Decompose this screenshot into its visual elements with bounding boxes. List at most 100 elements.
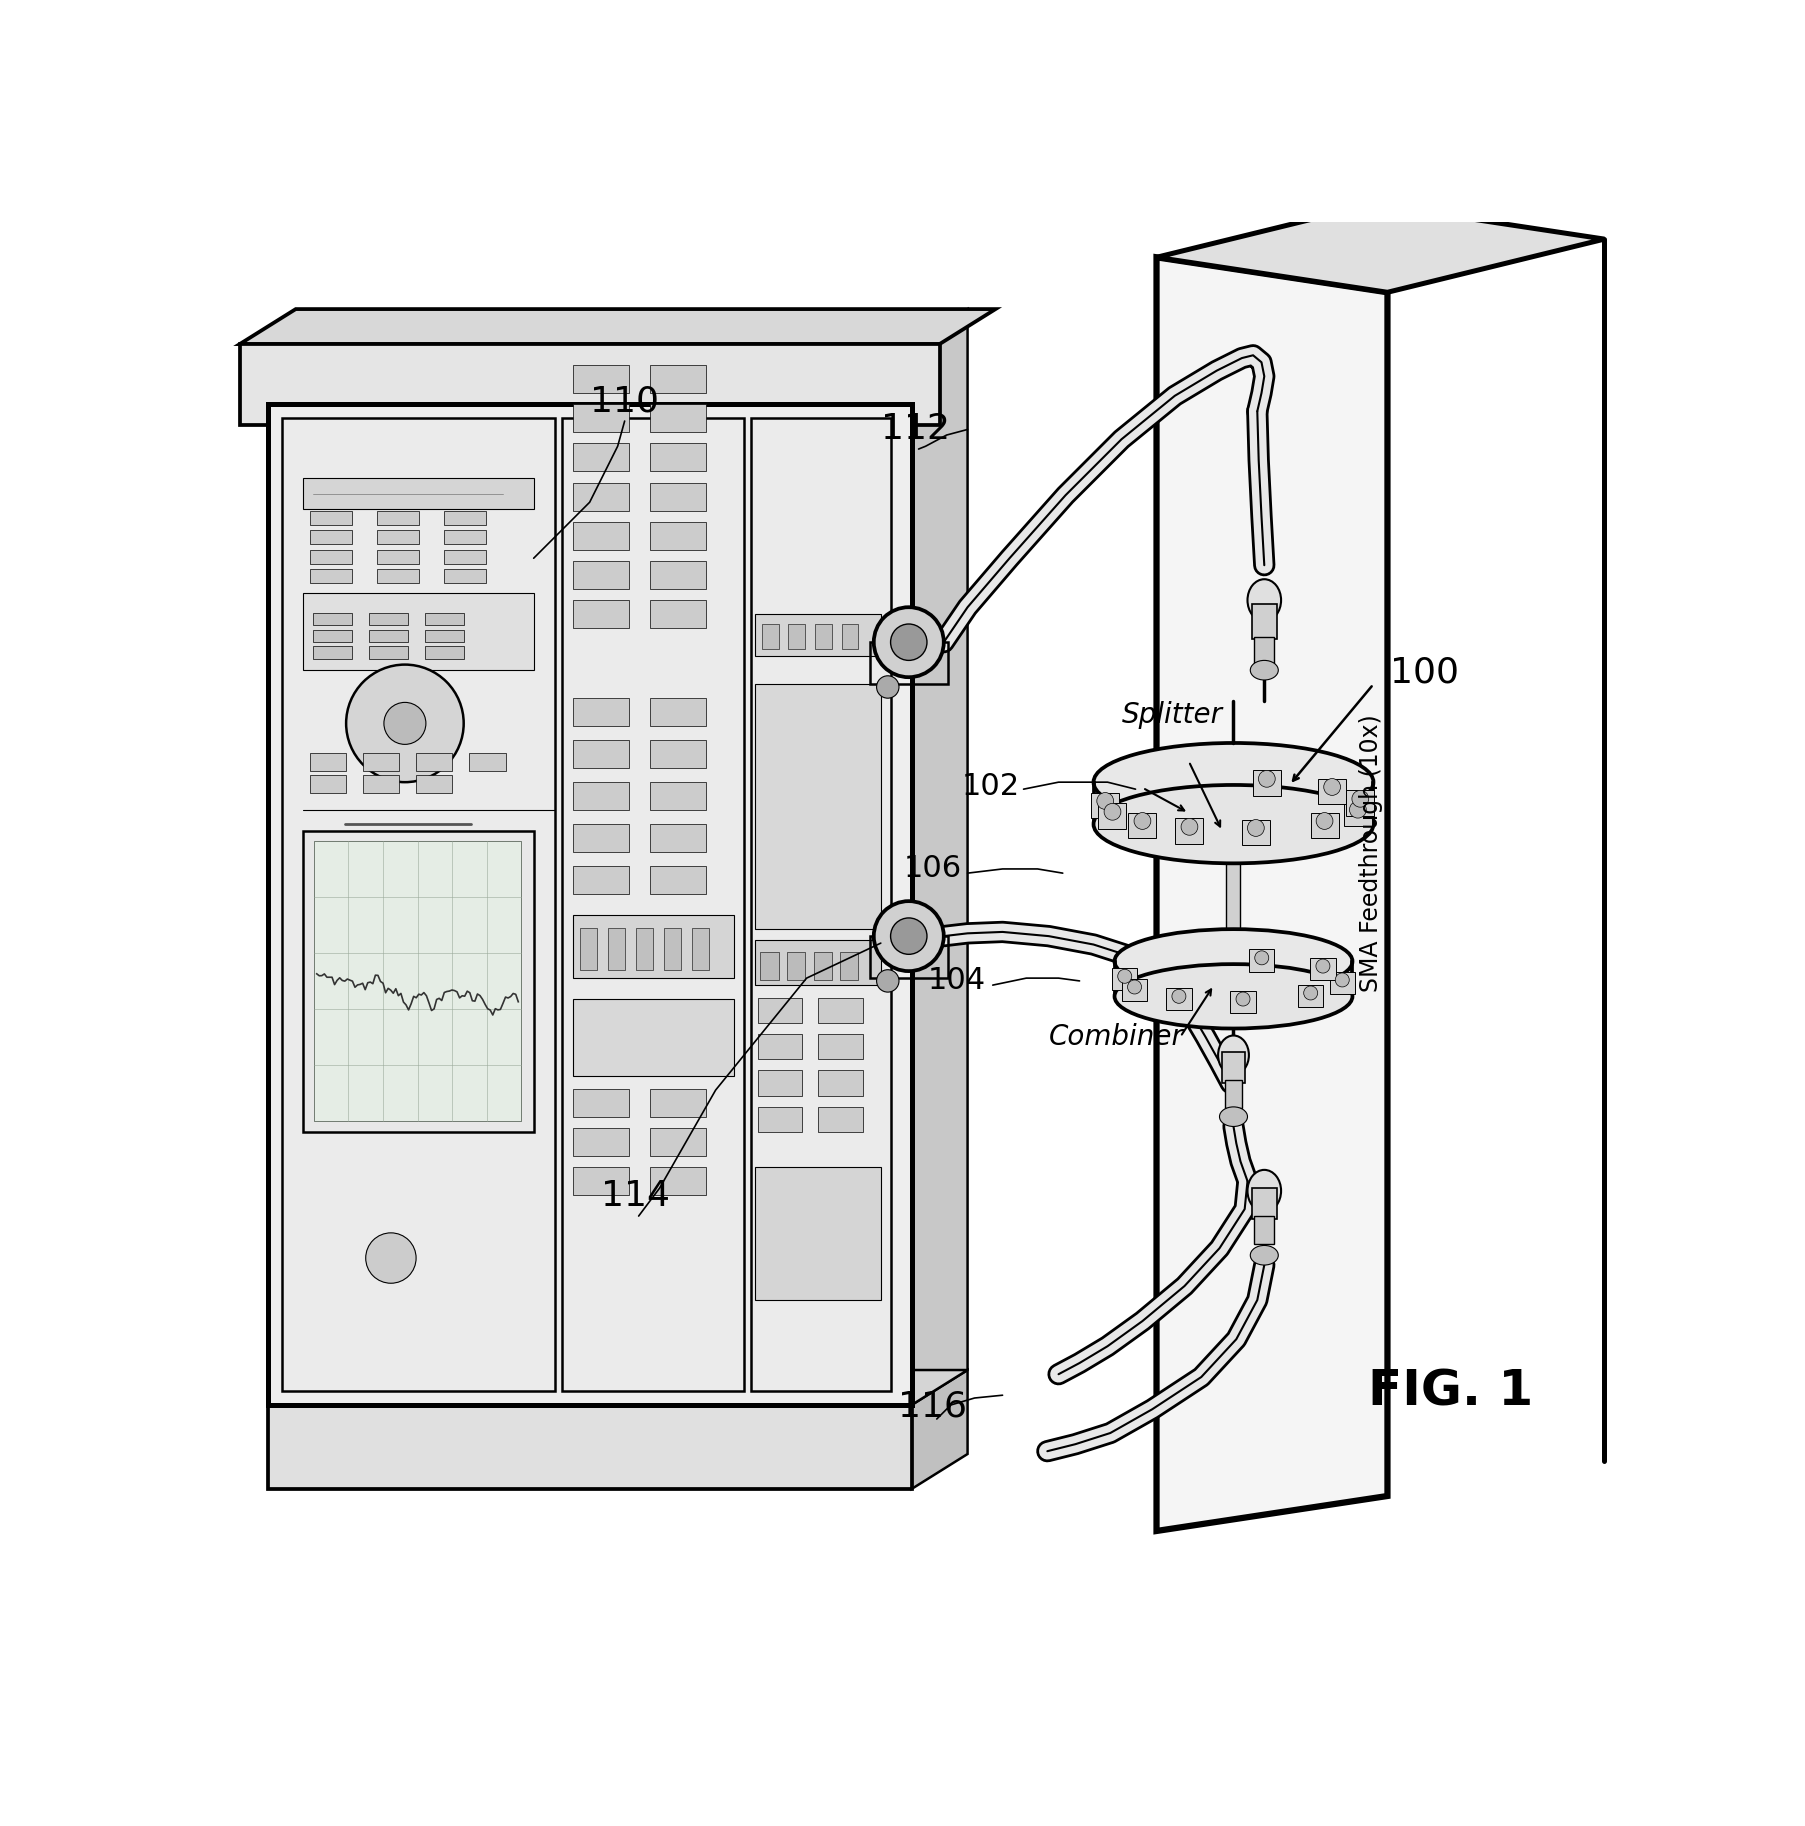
- Bar: [758, 1070, 801, 1096]
- Bar: [368, 630, 408, 643]
- Ellipse shape: [1254, 951, 1269, 964]
- Text: 116: 116: [897, 1390, 966, 1422]
- Bar: [650, 782, 706, 811]
- Bar: [841, 624, 857, 650]
- Bar: [1328, 971, 1354, 993]
- Bar: [310, 776, 347, 792]
- Bar: [814, 951, 832, 979]
- Bar: [444, 511, 486, 524]
- Bar: [1345, 791, 1374, 816]
- Bar: [1128, 813, 1155, 838]
- Text: Combiner: Combiner: [1049, 1023, 1182, 1052]
- Ellipse shape: [875, 676, 899, 698]
- Bar: [572, 999, 733, 1076]
- Bar: [572, 404, 628, 433]
- Ellipse shape: [1117, 970, 1132, 982]
- Bar: [650, 482, 706, 511]
- Polygon shape: [240, 309, 995, 343]
- Polygon shape: [1155, 205, 1603, 292]
- Bar: [758, 1034, 801, 1059]
- Ellipse shape: [1323, 778, 1339, 796]
- Ellipse shape: [1334, 973, 1348, 986]
- Bar: [650, 740, 706, 769]
- Bar: [650, 824, 706, 853]
- Polygon shape: [1114, 960, 1352, 997]
- Polygon shape: [912, 1370, 967, 1488]
- Bar: [572, 601, 628, 628]
- Polygon shape: [267, 1370, 967, 1404]
- Bar: [572, 1128, 628, 1156]
- Ellipse shape: [875, 970, 899, 992]
- Text: 102: 102: [960, 772, 1018, 802]
- Bar: [650, 698, 706, 727]
- Bar: [368, 614, 408, 624]
- Text: 104: 104: [928, 966, 986, 995]
- Ellipse shape: [1249, 661, 1278, 679]
- Ellipse shape: [1171, 990, 1186, 1002]
- Bar: [1090, 792, 1119, 818]
- Text: 100: 100: [1390, 656, 1458, 690]
- Bar: [377, 550, 419, 564]
- Bar: [1226, 824, 1240, 929]
- Bar: [664, 928, 680, 970]
- Bar: [1224, 1081, 1242, 1108]
- Ellipse shape: [874, 608, 944, 677]
- Bar: [818, 1107, 863, 1132]
- Bar: [310, 550, 352, 564]
- Bar: [870, 937, 948, 979]
- Bar: [1253, 771, 1280, 796]
- Bar: [789, 624, 805, 650]
- Ellipse shape: [1235, 992, 1249, 1006]
- Bar: [572, 866, 628, 895]
- Bar: [444, 550, 486, 564]
- Bar: [424, 630, 464, 643]
- Bar: [303, 593, 534, 670]
- Bar: [754, 1167, 881, 1300]
- Ellipse shape: [384, 703, 426, 745]
- Bar: [650, 404, 706, 433]
- Bar: [758, 1107, 801, 1132]
- Bar: [650, 365, 706, 393]
- Ellipse shape: [890, 624, 926, 661]
- Ellipse shape: [1114, 929, 1352, 993]
- Bar: [1112, 968, 1137, 990]
- Bar: [650, 522, 706, 550]
- Bar: [424, 646, 464, 659]
- Bar: [760, 951, 778, 979]
- Bar: [314, 842, 522, 1121]
- Bar: [870, 643, 948, 685]
- Bar: [444, 570, 486, 584]
- Bar: [572, 824, 628, 853]
- Polygon shape: [1094, 782, 1372, 824]
- Bar: [1254, 1216, 1273, 1244]
- Bar: [363, 776, 399, 792]
- Bar: [469, 752, 505, 771]
- Bar: [650, 1088, 706, 1118]
- Bar: [1298, 984, 1323, 1006]
- Ellipse shape: [1249, 1245, 1278, 1265]
- Bar: [839, 951, 857, 979]
- Bar: [1251, 1189, 1276, 1220]
- Ellipse shape: [1094, 743, 1372, 822]
- Text: 110: 110: [590, 383, 659, 418]
- Ellipse shape: [1348, 802, 1366, 818]
- Ellipse shape: [1217, 1035, 1249, 1076]
- Bar: [691, 928, 708, 970]
- Bar: [572, 522, 628, 550]
- Bar: [561, 418, 744, 1391]
- Bar: [312, 630, 352, 643]
- Bar: [572, 915, 733, 979]
- Bar: [240, 343, 939, 425]
- Text: 114: 114: [601, 1180, 670, 1212]
- Bar: [650, 1128, 706, 1156]
- Ellipse shape: [1247, 1170, 1280, 1212]
- Bar: [1166, 988, 1191, 1010]
- Ellipse shape: [365, 1233, 415, 1284]
- Bar: [312, 614, 352, 624]
- Bar: [572, 1167, 628, 1194]
- Bar: [424, 614, 464, 624]
- Ellipse shape: [1247, 820, 1264, 836]
- Bar: [751, 418, 890, 1391]
- Bar: [1249, 950, 1274, 971]
- Bar: [608, 928, 625, 970]
